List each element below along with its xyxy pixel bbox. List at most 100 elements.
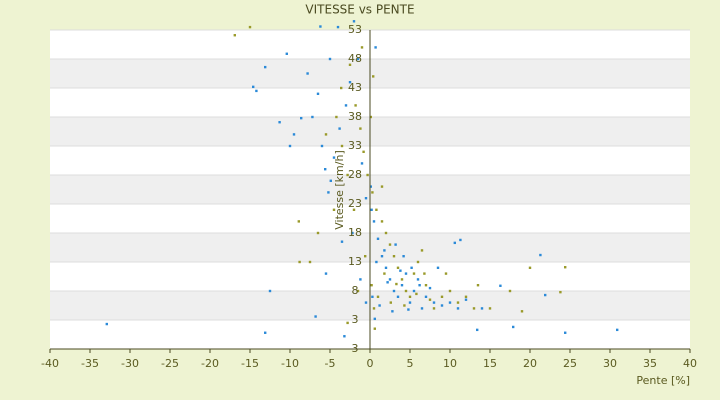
- point: [314, 315, 317, 318]
- point: [399, 269, 402, 272]
- point: [380, 185, 384, 188]
- point: [408, 295, 412, 298]
- y-axis-label: Vitesse [km/h]: [333, 150, 346, 230]
- point: [488, 307, 492, 310]
- point: [332, 208, 336, 211]
- point: [412, 272, 416, 275]
- point: [264, 331, 267, 334]
- point: [288, 144, 292, 148]
- point: [380, 255, 384, 258]
- point: [297, 220, 300, 223]
- point: [375, 208, 378, 211]
- point: [324, 133, 328, 136]
- point: [329, 179, 332, 182]
- point: [400, 278, 404, 281]
- point: [372, 220, 376, 223]
- point: [306, 72, 309, 75]
- point: [472, 307, 476, 310]
- point: [327, 191, 330, 194]
- point: [372, 307, 376, 310]
- point: [559, 290, 562, 294]
- point: [386, 281, 389, 284]
- point: [344, 104, 348, 107]
- point: [392, 255, 396, 258]
- point: [359, 278, 362, 281]
- x-tick-label: -25: [161, 357, 179, 370]
- x-tick-label: -10: [281, 357, 299, 370]
- y-tick-label: 53: [348, 23, 362, 36]
- point: [373, 327, 376, 330]
- point: [292, 133, 296, 136]
- point: [372, 75, 375, 78]
- point: [369, 115, 372, 119]
- point: [324, 168, 327, 171]
- point: [436, 266, 440, 269]
- x-tick-label: 30: [603, 357, 617, 370]
- point: [362, 150, 365, 153]
- point: [394, 243, 397, 246]
- point: [564, 266, 567, 269]
- point: [423, 272, 426, 275]
- point: [346, 173, 349, 177]
- point: [378, 304, 381, 307]
- point: [564, 331, 567, 334]
- point: [320, 144, 324, 148]
- point: [370, 284, 373, 287]
- y-tick-label: 33: [348, 139, 362, 152]
- point: [396, 266, 400, 269]
- point: [520, 310, 524, 313]
- point: [432, 307, 436, 310]
- point: [388, 278, 392, 281]
- point: [407, 308, 410, 311]
- point: [348, 81, 352, 84]
- point: [354, 104, 357, 107]
- point: [420, 249, 424, 252]
- point: [264, 65, 267, 69]
- point: [359, 127, 362, 130]
- point: [255, 89, 258, 93]
- point: [360, 162, 364, 165]
- point: [338, 127, 341, 130]
- point: [340, 144, 344, 148]
- point: [364, 197, 368, 200]
- x-tick-label: -30: [121, 357, 139, 370]
- point: [371, 295, 374, 298]
- point: [424, 295, 428, 298]
- point: [105, 322, 108, 326]
- x-tick-label: 15: [483, 357, 497, 370]
- point: [388, 243, 392, 246]
- point: [508, 289, 512, 293]
- x-tick-label: -35: [81, 357, 99, 370]
- y-tick-label: 43: [348, 81, 362, 94]
- point: [459, 238, 462, 242]
- point: [352, 20, 356, 23]
- y-tick-label: 8: [352, 284, 359, 297]
- point: [285, 52, 288, 55]
- point: [412, 289, 416, 293]
- point: [248, 25, 252, 29]
- point: [384, 231, 388, 235]
- point: [356, 289, 360, 293]
- point: [400, 284, 404, 287]
- x-tick-label: 25: [563, 357, 577, 370]
- point: [375, 260, 378, 264]
- point: [376, 295, 380, 298]
- point: [395, 282, 398, 286]
- chart-title: VITESSE vs PENTE: [305, 3, 414, 17]
- point: [319, 25, 322, 28]
- x-tick-label: -40: [41, 357, 59, 370]
- point: [233, 34, 236, 37]
- point: [356, 57, 360, 61]
- point: [360, 46, 364, 49]
- point: [268, 289, 272, 293]
- point: [539, 253, 542, 257]
- y-tick-label: 13: [348, 255, 362, 268]
- point: [392, 289, 396, 293]
- point: [420, 307, 424, 310]
- x-axis-label: Pente [%]: [636, 374, 690, 387]
- point: [364, 255, 367, 258]
- point: [404, 289, 408, 293]
- point: [444, 272, 448, 275]
- point: [480, 307, 484, 310]
